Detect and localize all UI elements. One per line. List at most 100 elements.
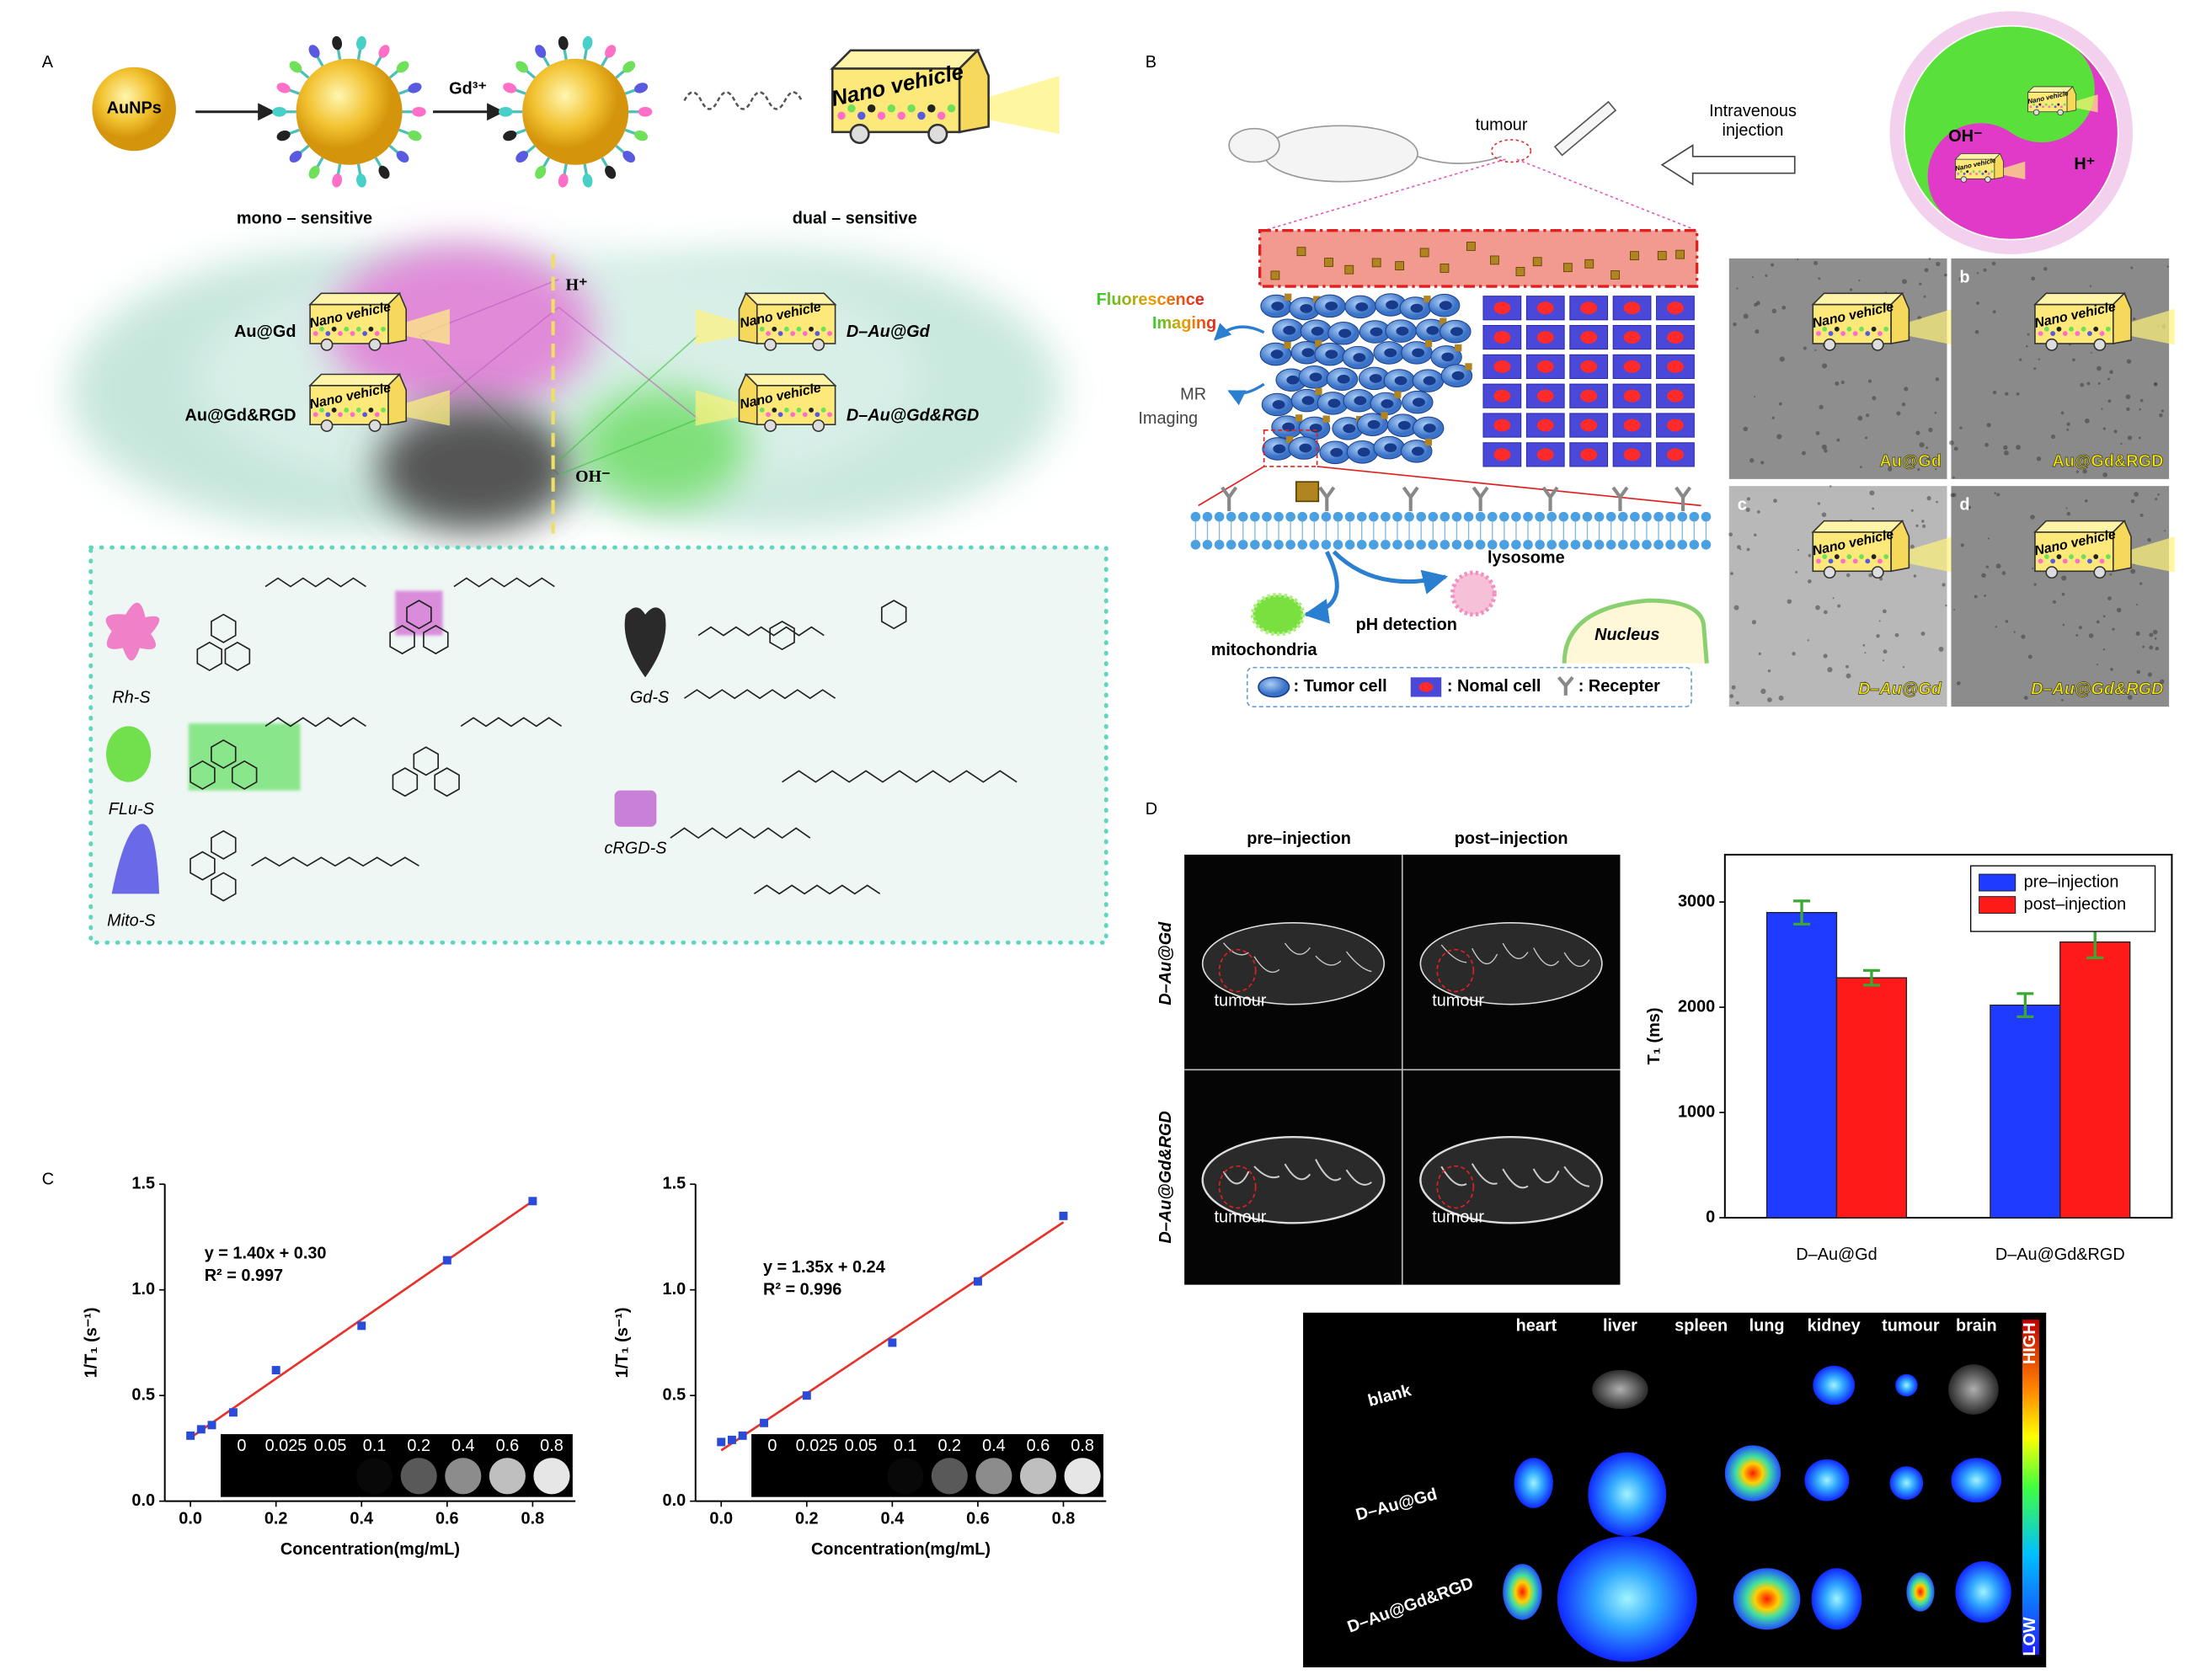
tem-speck	[1883, 649, 1888, 654]
normal-nucleus	[1667, 419, 1684, 432]
vehicle-wheel	[2093, 566, 2107, 579]
tem-speck	[2004, 450, 2009, 456]
yin-label: OH⁻	[1948, 127, 1982, 146]
vehicle-light	[1908, 308, 1953, 345]
vehicle-particle	[1394, 391, 1402, 398]
phantom	[931, 1458, 968, 1495]
vehicle-light	[2002, 161, 2026, 180]
x-tick-label: 0.6	[435, 1509, 459, 1528]
tumor-nucleus	[1272, 400, 1285, 409]
tem-speck	[1743, 426, 1749, 432]
x-tick-label: D–Au@Gd&RGD	[1995, 1245, 2125, 1264]
x-tick-label: 0.8	[521, 1509, 545, 1528]
column-label: post–injection	[1455, 829, 1568, 848]
vehicle-dot	[2105, 554, 2111, 559]
vehicle-dot	[759, 326, 765, 332]
lipid	[1546, 539, 1557, 550]
phantom	[356, 1458, 393, 1494]
tem-speck	[1945, 604, 1947, 607]
tem-speck	[1952, 476, 1955, 479]
tem-speck	[1901, 279, 1907, 285]
normal-nucleus	[1493, 419, 1511, 432]
ligand-head	[378, 165, 390, 179]
tem-speck	[2120, 442, 2123, 445]
vehicle-particle	[1395, 261, 1405, 270]
vehicle-dot	[766, 331, 771, 337]
color-scale	[2022, 1320, 2039, 1656]
phantom	[312, 1458, 348, 1494]
tumor-nucleus	[1412, 348, 1425, 358]
vehicle-dot	[1822, 554, 1828, 559]
tem-speck	[2157, 493, 2160, 496]
data-point	[207, 1421, 216, 1430]
vehicle-dot	[1865, 558, 1871, 564]
tem-speck	[1840, 380, 1845, 385]
vehicle-particle	[1295, 481, 1320, 503]
tumour-circle	[1218, 948, 1257, 993]
vehicle-dot	[1966, 170, 1969, 173]
vehicle-body	[2033, 520, 2175, 579]
tem-speck	[2147, 537, 2151, 542]
lipid	[1558, 539, 1569, 550]
chem-chain	[264, 717, 366, 728]
vehicle-dot	[1828, 558, 1834, 564]
x-tick-label: 0.8	[1052, 1509, 1076, 1528]
vehicle-light	[1908, 536, 1953, 573]
phantom	[887, 1458, 923, 1494]
vehicle-dot	[1865, 331, 1871, 337]
normal-nucleus	[1623, 448, 1641, 461]
nano-vehicle: Nano vehicle	[1811, 291, 1953, 351]
tem-speck	[1858, 280, 1861, 282]
tem-speck	[2016, 392, 2020, 396]
vehicle-front	[2113, 520, 2132, 573]
tem-speck	[2109, 573, 2113, 576]
tem-speck	[1926, 446, 1929, 450]
vehicle-dot	[325, 331, 331, 337]
normal-nucleus	[1536, 389, 1554, 403]
tem-speck	[1801, 451, 1806, 456]
lipid	[1617, 539, 1628, 550]
lipid	[1451, 511, 1462, 522]
tumor-nucleus	[1354, 396, 1367, 406]
chem-ring	[880, 600, 907, 630]
tem-speck	[2027, 333, 2030, 336]
tem-speck	[2019, 358, 2022, 361]
normal-nucleus	[1536, 419, 1554, 432]
vehicle-body	[1954, 152, 2026, 183]
vehicle-wheel	[2057, 109, 2064, 116]
normal-nucleus	[1667, 448, 1684, 461]
normal-nucleus	[1623, 419, 1641, 432]
vehicle-dot	[907, 104, 916, 113]
tem-speck	[2038, 358, 2041, 360]
ligand-head	[498, 106, 513, 117]
lipid	[1214, 539, 1225, 550]
tem-speck	[1824, 610, 1828, 615]
organ	[1811, 1568, 1862, 1630]
x-tick-label: 0.4	[881, 1509, 905, 1528]
lipid	[1594, 511, 1605, 522]
vehicle-box	[756, 303, 836, 344]
vehicle-dot	[802, 331, 808, 337]
dna-strand	[683, 91, 803, 110]
vehicle-dot	[1846, 554, 1852, 559]
nano-vehicle: Nano vehicle	[695, 291, 837, 351]
tem-speck	[2149, 632, 2154, 637]
vehicle-wheel	[368, 419, 382, 432]
lipid	[1582, 539, 1593, 550]
vehicle-dot	[815, 331, 820, 337]
organ	[1514, 1458, 1553, 1508]
phantom	[1019, 1458, 1057, 1495]
vehicle-dot	[2075, 331, 2080, 337]
tem-speck	[1776, 434, 1782, 440]
vehicle-dot	[790, 331, 796, 337]
vehicle-wheel	[1871, 566, 1884, 579]
lipid	[1689, 511, 1700, 522]
vehicle-dot	[820, 408, 826, 413]
chem-ring	[389, 625, 415, 655]
vehicle-particle	[1315, 387, 1322, 395]
vehicle-dot	[796, 326, 802, 332]
vehicle-dot	[2051, 103, 2054, 106]
lipid	[1202, 511, 1213, 522]
tem-speck	[2127, 695, 2133, 700]
